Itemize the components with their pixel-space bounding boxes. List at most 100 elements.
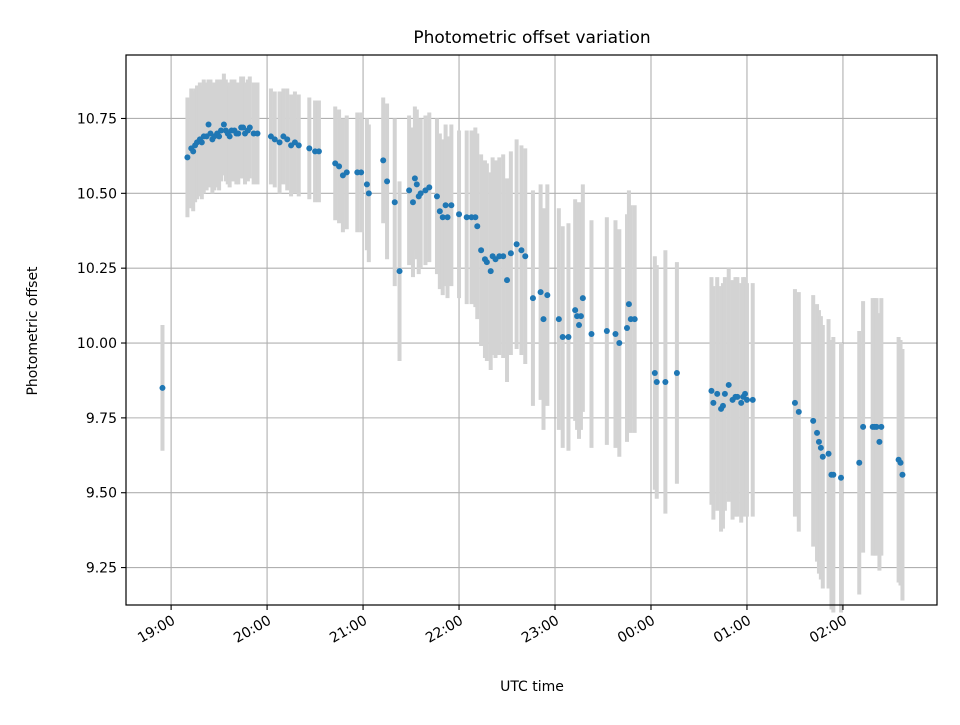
data-point: [226, 133, 233, 140]
x-tick-label: 20:00: [231, 613, 274, 647]
data-point: [825, 450, 832, 457]
data-point: [306, 145, 313, 152]
y-axis-label: Photometric offset: [25, 266, 41, 396]
data-point: [815, 438, 822, 445]
data-point: [271, 136, 278, 143]
data-point: [413, 181, 420, 188]
data-point: [444, 214, 451, 221]
y-tick-label: 9.25: [86, 561, 117, 577]
data-point: [513, 241, 520, 248]
data-point: [406, 187, 413, 194]
data-point: [817, 444, 824, 451]
data-point: [529, 295, 536, 302]
data-point: [623, 325, 630, 332]
y-tick-label: 10.25: [77, 261, 117, 277]
data-point: [365, 190, 372, 197]
x-tick-label: 01:00: [711, 613, 754, 647]
data-point: [565, 334, 572, 341]
data-point: [391, 199, 398, 206]
data-point: [478, 247, 485, 254]
data-point: [725, 381, 732, 388]
data-point: [409, 199, 416, 206]
data-point: [518, 247, 525, 254]
data-point: [878, 423, 885, 430]
data-point: [254, 130, 261, 137]
data-point: [714, 390, 721, 397]
data-point: [631, 316, 638, 323]
data-point: [708, 387, 715, 394]
data-point: [612, 331, 619, 338]
data-point: [876, 438, 883, 445]
data-point: [540, 316, 547, 323]
data-point: [363, 181, 370, 188]
data-point: [442, 202, 449, 209]
data-points: [159, 121, 906, 481]
data-point: [500, 253, 507, 260]
data-point: [284, 136, 291, 143]
data-point: [856, 459, 863, 466]
data-point: [218, 127, 225, 134]
data-point: [577, 313, 584, 320]
data-point: [336, 163, 343, 170]
data-point: [436, 208, 443, 215]
data-point: [343, 169, 350, 176]
data-point: [220, 121, 227, 128]
data-point: [276, 139, 283, 146]
data-point: [483, 259, 490, 266]
data-point: [899, 471, 906, 478]
data-point: [358, 169, 365, 176]
data-point: [588, 331, 595, 338]
data-point: [411, 175, 418, 182]
data-point: [743, 396, 750, 403]
data-point: [814, 429, 821, 436]
data-point: [456, 211, 463, 218]
data-point: [472, 214, 479, 221]
data-point: [742, 390, 749, 397]
data-point: [463, 214, 470, 221]
data-point: [216, 133, 223, 140]
data-point: [830, 471, 837, 478]
data-point: [474, 223, 481, 230]
axes-frame: [125, 54, 938, 606]
data-point: [190, 148, 197, 155]
data-point: [625, 301, 632, 308]
data-point: [795, 408, 802, 415]
data-point: [184, 154, 191, 161]
x-tick-label: 22:00: [423, 613, 466, 647]
data-point: [205, 121, 212, 128]
y-tick-label: 9.75: [86, 411, 117, 427]
y-tick-label: 9.50: [86, 486, 117, 502]
data-point: [791, 399, 798, 406]
y-tick-label: 10.75: [77, 111, 117, 127]
data-point: [555, 316, 562, 323]
data-point: [544, 292, 551, 299]
data-point: [315, 148, 322, 155]
data-point: [897, 459, 904, 466]
x-axis-label: UTC time: [500, 679, 564, 695]
data-point: [819, 453, 826, 460]
data-point: [439, 214, 446, 221]
data-point: [719, 402, 726, 409]
data-point: [738, 399, 745, 406]
data-point: [873, 423, 880, 430]
x-tick-label: 23:00: [519, 613, 562, 647]
data-point: [448, 202, 455, 209]
data-point: [749, 396, 756, 403]
chart-title: Photometric offset variation: [413, 28, 650, 48]
data-point: [159, 384, 166, 391]
data-point: [559, 334, 566, 341]
data-point: [662, 378, 669, 385]
data-point: [380, 157, 387, 164]
data-point: [616, 340, 623, 347]
data-point: [504, 277, 511, 284]
data-point: [198, 139, 205, 146]
data-point: [734, 393, 741, 400]
data-point: [235, 130, 242, 137]
data-point: [537, 289, 544, 296]
data-point: [810, 417, 817, 424]
data-point: [295, 142, 302, 149]
data-point: [576, 322, 583, 329]
data-point: [860, 423, 867, 430]
x-tick-label: 21:00: [327, 613, 370, 647]
